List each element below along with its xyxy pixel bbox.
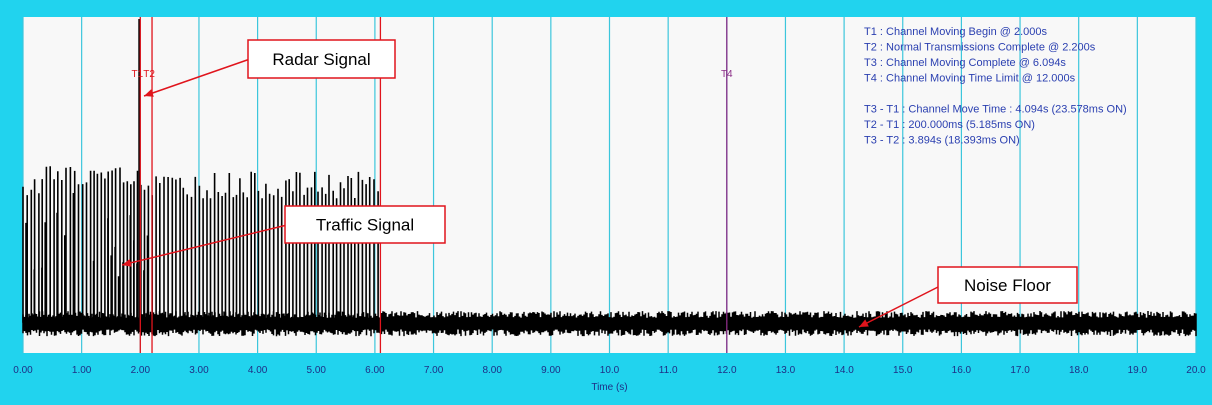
x-tick-label: 5.00 <box>307 365 327 376</box>
x-tick-label: 11.0 <box>659 365 678 376</box>
x-tick-label: 8.00 <box>482 365 502 376</box>
x-tick-label: 20.0 <box>1186 365 1206 376</box>
x-tick-label: 15.0 <box>893 365 913 376</box>
x-tick-label: 17.0 <box>1010 365 1030 376</box>
callout-arrow <box>143 58 251 97</box>
x-tick-label: 6.00 <box>365 365 385 376</box>
x-tick-label: 3.00 <box>189 365 209 376</box>
timing-info-line: T2 - T1 : 200.000ms (5.185ms ON) <box>864 119 1035 131</box>
marker-label-t4: T4 <box>721 69 733 80</box>
x-tick-label: 13.0 <box>776 365 796 376</box>
timing-info-line: T3 - T2 : 3.894s (18.393ms ON) <box>864 135 1020 147</box>
callouts: Radar Signal Traffic Signal Noise Floor <box>121 39 1078 328</box>
callout-arrow <box>121 224 288 266</box>
x-tick-label: 0.00 <box>13 365 33 376</box>
x-tick-label: 9.00 <box>541 365 561 376</box>
callout-arrowhead <box>122 258 132 267</box>
x-tick-label: 2.00 <box>131 365 151 376</box>
callout-label: Noise Floor <box>964 276 1051 295</box>
x-tick-labels: 0.00 1.00 2.00 3.00 4.00 5.00 6.00 7.00 8.00 9.00… <box>13 365 1206 376</box>
callout-traffic: Traffic Signal <box>121 205 446 267</box>
timing-info-line: T3 : Channel Moving Complete @ 6.094s <box>864 57 1066 69</box>
x-tick-label: 4.00 <box>248 365 268 376</box>
callout-radar: Radar Signal <box>143 39 396 97</box>
callout-arrowhead <box>144 89 154 97</box>
timing-info-line: T3 - T1 : Channel Move Time : 4.094s (23… <box>864 104 1127 116</box>
time-markers: T1T2 T4 <box>132 17 733 353</box>
traffic-trace <box>22 166 379 323</box>
x-tick-label: 7.00 <box>424 365 444 376</box>
x-tick-label: 19.0 <box>1128 365 1148 376</box>
callout-label: Radar Signal <box>272 50 370 69</box>
timing-info-panel: T1 : Channel Moving Begin @ 2.000s T2 : N… <box>864 26 1127 147</box>
x-tick-label: 1.00 <box>72 365 92 376</box>
callout-box <box>937 266 1078 304</box>
callout-box <box>284 205 446 244</box>
callout-label: Traffic Signal <box>316 216 414 235</box>
x-tick-label: 12.0 <box>717 365 737 376</box>
x-axis-title: Time (s) <box>591 382 627 393</box>
x-tick-label: 16.0 <box>952 365 972 376</box>
x-tick-label: 18.0 <box>1069 365 1089 376</box>
callout-noise: Noise Floor <box>858 266 1078 328</box>
callout-arrowhead <box>859 319 869 327</box>
signal-trace <box>22 19 1197 337</box>
timing-info-line: T1 : Channel Moving Begin @ 2.000s <box>864 26 1047 38</box>
callout-box <box>247 39 396 79</box>
marker-label-t1t2: T1T2 <box>132 69 156 80</box>
timing-info-line: T2 : Normal Transmissions Complete @ 2.2… <box>864 42 1096 54</box>
x-tick-label: 10.0 <box>600 365 620 376</box>
x-tick-label: 14.0 <box>834 365 854 376</box>
timing-info-line: T4 : Channel Moving Time Limit @ 12.000s <box>864 73 1076 85</box>
noise-floor-trace <box>22 311 1197 337</box>
callout-arrow <box>858 285 941 328</box>
